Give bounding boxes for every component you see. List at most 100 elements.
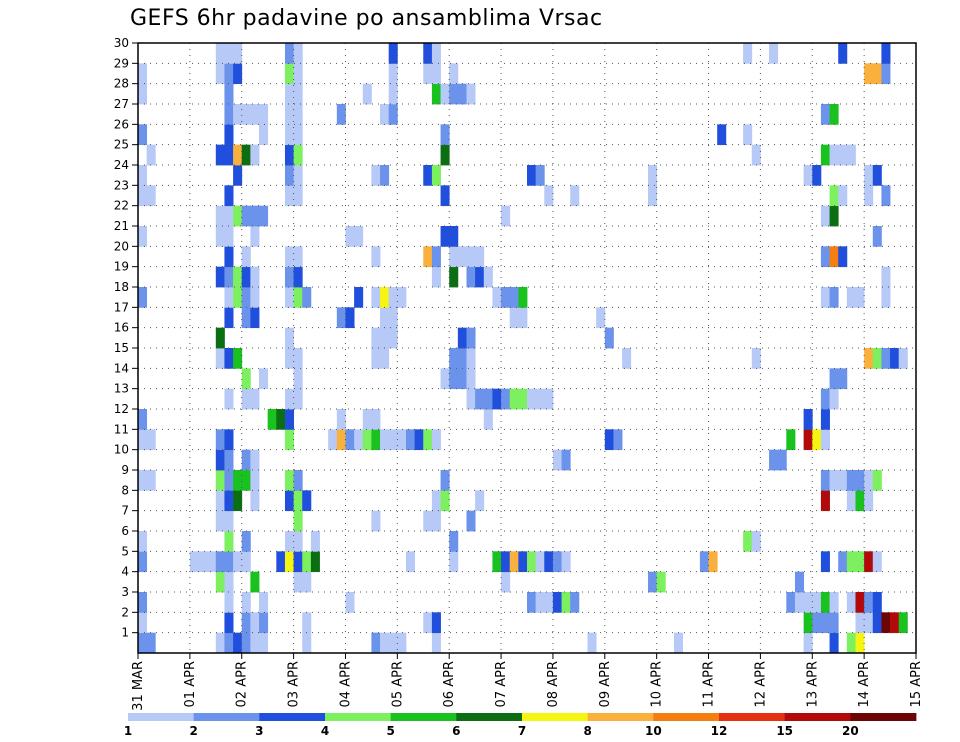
heatmap-cell: [743, 43, 753, 64]
heatmap-cell: [440, 185, 450, 207]
heatmap-cell: [146, 185, 156, 207]
heatmap-cell: [293, 266, 303, 288]
heatmap-cell: [820, 551, 830, 573]
heatmap-cell: [354, 287, 364, 308]
heatmap-cell: [872, 470, 882, 491]
heatmap-cell: [224, 592, 234, 613]
heatmap-cell: [293, 571, 303, 593]
heatmap-cell: [803, 429, 813, 451]
heatmap-cell: [449, 83, 459, 105]
heatmap-cell: [855, 551, 865, 573]
heatmap-cell: [215, 226, 225, 247]
heatmap-cell: [293, 246, 303, 268]
y-tick-label: 25: [114, 138, 129, 152]
heatmap-cell: [224, 490, 234, 512]
heatmap-cell: [146, 632, 156, 654]
y-tick-label: 8: [121, 483, 129, 497]
heatmap-cell: [466, 327, 476, 349]
heatmap-cell: [250, 144, 260, 166]
heatmap-cell: [440, 490, 450, 512]
heatmap-cell: [371, 287, 381, 308]
heatmap-cell: [397, 632, 407, 654]
heatmap-cell: [302, 287, 312, 308]
heatmap-cell: [423, 429, 433, 451]
heatmap-cell: [743, 531, 753, 552]
heatmap-cell: [215, 43, 225, 64]
heatmap-cell: [284, 104, 294, 125]
colorbar-segment: [128, 713, 195, 721]
heatmap-cell: [233, 144, 243, 166]
heatmap-cell: [881, 266, 891, 288]
heatmap-cell: [838, 470, 848, 491]
heatmap-cell: [820, 246, 830, 268]
heatmap-cell: [224, 266, 234, 288]
heatmap-cell: [250, 266, 260, 288]
heatmap-cell: [527, 551, 537, 573]
heatmap-cell: [233, 266, 243, 288]
heatmap-cell: [241, 612, 251, 634]
heatmap-cell: [241, 287, 251, 308]
heatmap-cell: [336, 104, 346, 125]
heatmap-cell: [284, 470, 294, 491]
heatmap-cell: [293, 144, 303, 166]
heatmap-cell: [250, 307, 260, 329]
heatmap-cell: [846, 144, 856, 166]
heatmap-cell: [241, 449, 251, 471]
y-tick-label: 18: [114, 280, 129, 294]
heatmap-cell: [250, 449, 260, 471]
y-tick-label: 7: [121, 504, 129, 518]
heatmap-cell: [864, 612, 874, 634]
colorbar-label: 12: [711, 724, 728, 738]
heatmap-cell: [820, 144, 830, 166]
heatmap-cell: [803, 612, 813, 634]
heatmap-cell: [820, 470, 830, 491]
heatmap-cell: [769, 449, 779, 471]
heatmap-cell: [872, 612, 882, 634]
heatmap-cell: [501, 551, 511, 573]
heatmap-cell: [233, 104, 243, 125]
heatmap-cell: [224, 104, 234, 125]
heatmap-cell: [475, 490, 485, 512]
heatmap-cell: [302, 632, 312, 654]
heatmap-cell: [769, 43, 779, 64]
y-tick-label: 26: [114, 117, 129, 131]
heatmap-cell: [284, 246, 294, 268]
x-tick-label: 04 APR: [338, 661, 353, 707]
y-tick-label: 21: [114, 219, 129, 233]
heatmap-cell: [561, 449, 571, 471]
heatmap-cell: [855, 632, 865, 654]
y-tick-label: 6: [121, 524, 129, 538]
heatmap-cell: [215, 632, 225, 654]
heatmap-cell: [215, 327, 225, 349]
heatmap-cell: [527, 165, 537, 186]
heatmap-cell: [492, 388, 502, 410]
heatmap-cell: [527, 592, 537, 613]
heatmap-cell: [457, 327, 467, 349]
heatmap-cell: [449, 348, 459, 369]
heatmap-cell: [233, 63, 243, 85]
heatmap-cell: [423, 63, 433, 85]
heatmap-cell: [449, 226, 459, 247]
heatmap-cell: [284, 165, 294, 186]
heatmap-cell: [552, 551, 562, 573]
heatmap-cell: [501, 287, 511, 308]
heatmap-cell: [302, 571, 312, 593]
heatmap-cell: [233, 348, 243, 369]
heatmap-cell: [449, 551, 459, 573]
heatmap-cell: [509, 551, 519, 573]
y-tick-label: 27: [114, 97, 129, 111]
heatmap-cell: [224, 83, 234, 105]
heatmap-cell: [138, 592, 148, 613]
heatmap-cell: [371, 409, 381, 430]
heatmap-cell: [233, 287, 243, 308]
heatmap-cell: [820, 388, 830, 410]
heatmap-cell: [224, 612, 234, 634]
heatmap-cell: [388, 327, 398, 349]
heatmap-cell: [820, 490, 830, 512]
heatmap-cell: [855, 592, 865, 613]
heatmap-cell: [146, 144, 156, 166]
heatmap-cell: [241, 470, 251, 491]
colorbar-label: 15: [776, 724, 793, 738]
heatmap-cell: [215, 429, 225, 451]
heatmap-cell: [224, 307, 234, 329]
